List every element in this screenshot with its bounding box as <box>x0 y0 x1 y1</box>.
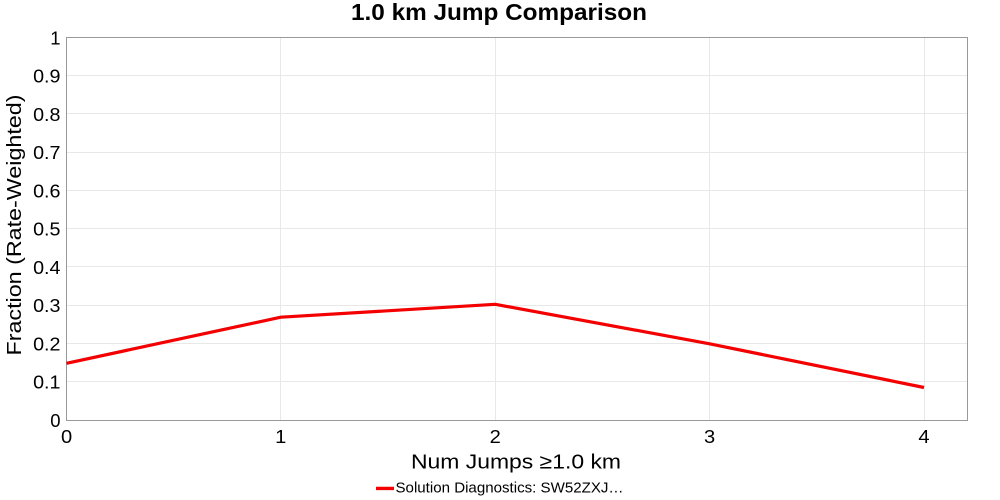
svg-text:0.3: 0.3 <box>33 295 60 316</box>
svg-text:0.4: 0.4 <box>33 257 60 278</box>
svg-text:3: 3 <box>704 426 715 447</box>
svg-text:2: 2 <box>490 426 501 447</box>
svg-text:Solution Diagnostics: SW52ZXJ…: Solution Diagnostics: SW52ZXJ… <box>396 480 624 497</box>
svg-text:4: 4 <box>918 426 929 447</box>
svg-text:0.9: 0.9 <box>33 66 60 87</box>
svg-text:0.5: 0.5 <box>33 219 60 240</box>
svg-text:Num Jumps ≥1.0 km: Num Jumps ≥1.0 km <box>411 450 621 473</box>
svg-text:Fraction (Rate-Weighted): Fraction (Rate-Weighted) <box>4 95 26 356</box>
svg-text:0.6: 0.6 <box>33 180 60 201</box>
svg-text:0.7: 0.7 <box>33 142 60 163</box>
svg-text:0: 0 <box>50 410 60 431</box>
svg-text:1.0 km Jump Comparison: 1.0 km Jump Comparison <box>351 0 647 25</box>
svg-text:0.8: 0.8 <box>33 104 60 125</box>
svg-text:1: 1 <box>50 27 60 48</box>
svg-text:0.2: 0.2 <box>33 333 60 354</box>
svg-text:0.1: 0.1 <box>33 372 60 393</box>
svg-text:0: 0 <box>61 426 72 447</box>
svg-text:1: 1 <box>275 426 286 447</box>
